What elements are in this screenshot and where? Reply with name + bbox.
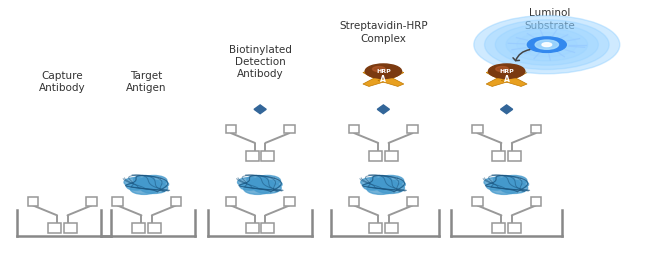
- Circle shape: [488, 64, 525, 79]
- Polygon shape: [378, 76, 404, 86]
- Circle shape: [484, 178, 508, 187]
- Circle shape: [486, 183, 506, 190]
- Bar: [349, 197, 359, 205]
- Circle shape: [372, 67, 385, 72]
- Bar: [385, 151, 398, 161]
- Circle shape: [542, 43, 552, 47]
- Bar: [48, 223, 61, 233]
- Circle shape: [130, 183, 158, 194]
- Bar: [171, 197, 181, 205]
- Circle shape: [474, 16, 620, 74]
- Text: Streptavidin-HRP
Complex: Streptavidin-HRP Complex: [339, 21, 428, 44]
- Bar: [261, 151, 274, 161]
- Bar: [492, 151, 505, 161]
- Circle shape: [361, 178, 385, 187]
- Circle shape: [255, 176, 280, 186]
- Bar: [226, 125, 236, 133]
- Text: A: A: [504, 75, 510, 84]
- Circle shape: [370, 176, 391, 184]
- Circle shape: [508, 180, 528, 188]
- Polygon shape: [486, 76, 512, 86]
- Bar: [492, 223, 505, 233]
- Polygon shape: [377, 105, 389, 114]
- Bar: [349, 125, 359, 133]
- Polygon shape: [378, 70, 404, 81]
- Polygon shape: [486, 70, 512, 81]
- Bar: [473, 125, 482, 133]
- Bar: [508, 151, 521, 161]
- Circle shape: [517, 33, 577, 57]
- Bar: [369, 151, 382, 161]
- Circle shape: [385, 180, 406, 188]
- Polygon shape: [254, 105, 266, 114]
- Text: Capture
Antibody: Capture Antibody: [39, 70, 86, 93]
- Circle shape: [500, 183, 528, 193]
- Circle shape: [501, 176, 527, 186]
- Circle shape: [506, 28, 588, 61]
- Circle shape: [527, 37, 566, 53]
- Circle shape: [240, 183, 259, 190]
- Bar: [112, 197, 123, 205]
- Circle shape: [262, 180, 282, 188]
- Bar: [246, 223, 259, 233]
- Bar: [246, 151, 259, 161]
- Circle shape: [141, 176, 167, 186]
- Bar: [64, 223, 77, 233]
- Circle shape: [246, 179, 274, 190]
- Text: HRP: HRP: [376, 69, 391, 74]
- Circle shape: [377, 183, 404, 193]
- Circle shape: [247, 176, 268, 184]
- Bar: [508, 223, 521, 233]
- Bar: [28, 197, 38, 205]
- Circle shape: [535, 40, 558, 49]
- Circle shape: [127, 183, 146, 190]
- Text: A: A: [380, 75, 386, 84]
- Circle shape: [370, 179, 397, 190]
- Bar: [385, 223, 398, 233]
- Circle shape: [244, 183, 271, 194]
- Circle shape: [140, 183, 168, 193]
- Circle shape: [133, 179, 160, 190]
- Bar: [408, 197, 418, 205]
- Bar: [148, 223, 161, 233]
- Circle shape: [484, 20, 609, 69]
- Circle shape: [367, 183, 395, 194]
- Polygon shape: [501, 76, 527, 86]
- Circle shape: [124, 178, 148, 187]
- Circle shape: [365, 64, 402, 79]
- Text: Target
Antigen: Target Antigen: [126, 70, 167, 93]
- Circle shape: [378, 176, 404, 186]
- Bar: [530, 125, 541, 133]
- Text: Biotinylated
Detection
Antibody: Biotinylated Detection Antibody: [229, 45, 292, 80]
- Circle shape: [495, 24, 599, 65]
- Bar: [226, 197, 236, 205]
- Circle shape: [254, 183, 281, 193]
- Bar: [369, 223, 382, 233]
- Circle shape: [493, 179, 520, 190]
- Bar: [284, 125, 294, 133]
- Circle shape: [363, 183, 382, 190]
- Bar: [473, 197, 482, 205]
- Circle shape: [133, 176, 155, 184]
- Bar: [530, 197, 541, 205]
- Circle shape: [496, 67, 508, 72]
- Bar: [284, 197, 294, 205]
- Bar: [86, 197, 97, 205]
- Circle shape: [493, 176, 515, 184]
- Polygon shape: [363, 76, 389, 86]
- Bar: [408, 125, 418, 133]
- Bar: [261, 223, 274, 233]
- Polygon shape: [501, 70, 527, 81]
- Circle shape: [148, 180, 168, 188]
- Circle shape: [490, 183, 518, 194]
- Polygon shape: [500, 105, 513, 114]
- Text: Luminol
Substrate: Luminol Substrate: [525, 9, 575, 31]
- Text: HRP: HRP: [499, 69, 514, 74]
- Circle shape: [237, 178, 261, 187]
- Polygon shape: [363, 70, 389, 81]
- Bar: [133, 223, 146, 233]
